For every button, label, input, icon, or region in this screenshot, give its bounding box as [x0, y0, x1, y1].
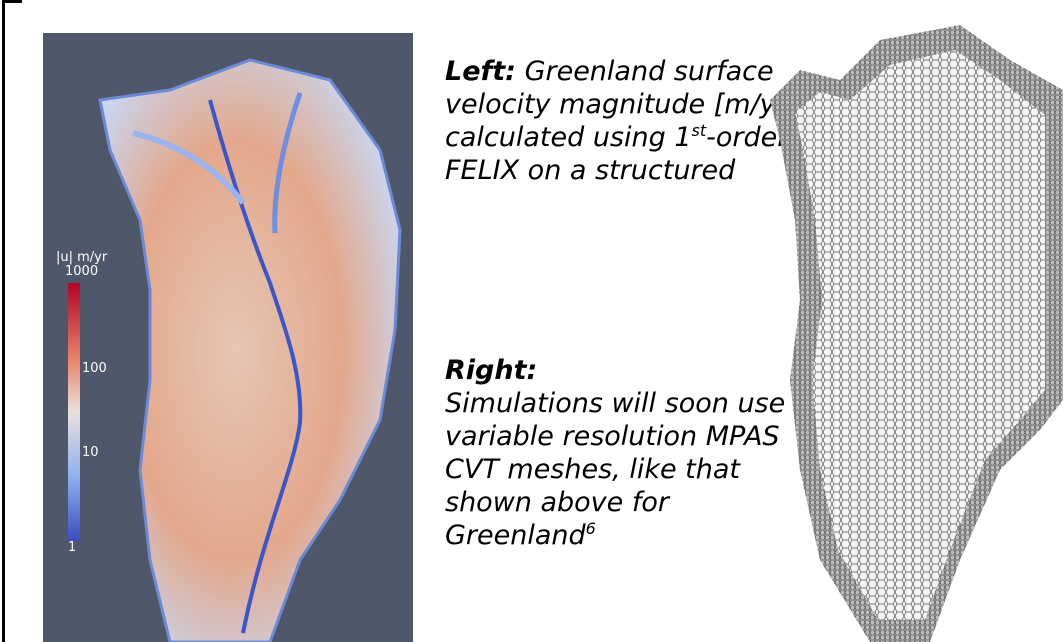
- colorbar-tick: 100: [82, 361, 107, 376]
- superscript: 6: [586, 519, 596, 538]
- slide: |u| m/yr 1000 100 10 1 Left: Greenland s…: [0, 0, 1063, 642]
- colorbar-title: |u| m/yr: [56, 250, 107, 265]
- colorbar-tick: 10: [82, 445, 99, 460]
- caption-label: Left:: [445, 56, 516, 87]
- mesh-map: [760, 20, 1063, 642]
- colorbar-tick: 1000: [65, 264, 98, 279]
- colorbar-tick: 1: [68, 540, 76, 555]
- frame-edge: [2, 0, 5, 642]
- superscript: st: [692, 121, 707, 140]
- caption-text: Simulations will soon use variable resol…: [445, 388, 785, 551]
- frame-edge: [2, 0, 22, 3]
- velocity-map: [43, 33, 413, 642]
